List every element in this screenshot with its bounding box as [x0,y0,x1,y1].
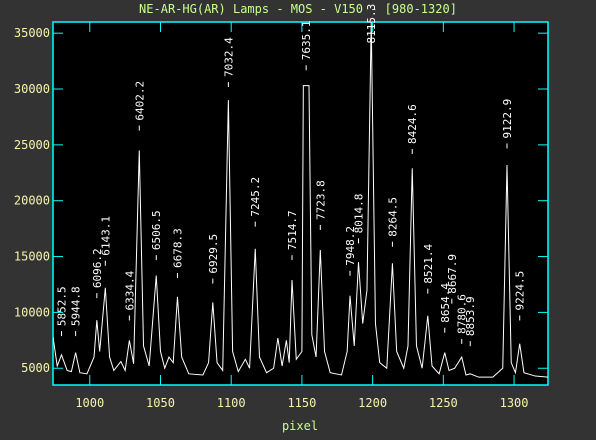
annotation: 8264.5 [386,197,399,237]
annotation: 8115.3 [365,4,378,44]
annotation: 6678.3 [171,228,184,268]
x-tick-label: 1100 [217,396,246,410]
annotation: 7948.2 [344,226,357,266]
annotation: 6402.2 [133,81,146,121]
annotation: 9122.9 [501,99,514,139]
spectrum-line [53,22,548,378]
annotation: 8853.9 [464,296,477,336]
annotation: 8014.8 [352,194,365,234]
annotation: 8521.4 [422,244,435,284]
x-tick-label: 1150 [287,396,316,410]
y-tick-label: 15000 [14,250,50,264]
annotation: 5852.5 [55,286,68,326]
x-tick-label: 1250 [429,396,458,410]
annotation: 7245.2 [249,177,262,217]
x-tick-label: 1300 [500,396,529,410]
y-tick-label: 10000 [14,305,50,319]
y-tick-label: 25000 [14,138,50,152]
y-tick-label: 5000 [21,361,50,375]
annotation: 6334.4 [123,270,136,310]
annotation: 6096.2 [91,248,104,288]
annotation: 7514.7 [286,210,299,250]
annotation: 8424.6 [406,104,419,144]
y-tick-label: 35000 [14,26,50,40]
annotation: 7032.4 [222,37,235,77]
annotation: 7723.8 [314,180,327,220]
chart-title: NE-AR-HG(AR) Lamps - MOS - V150 - [980-1… [139,2,457,16]
x-axis-label: pixel [282,419,318,433]
x-tick-label: 1000 [75,396,104,410]
y-tick-label: 20000 [14,194,50,208]
x-tick-label: 1050 [146,396,175,410]
annotation: 8780.6 [456,294,469,334]
x-tick-label: 1200 [358,396,387,410]
annotation: 8654.4 [439,283,452,323]
annotation: 5944.8 [70,286,83,326]
annotation: 9224.5 [514,271,527,311]
annotation: 7635.1 [300,21,313,61]
annotation: 6143.1 [99,216,112,256]
y-tick-label: 30000 [14,82,50,96]
annotation: 8667.9 [446,254,459,294]
annotation: 6506.5 [150,210,163,250]
annotation: 6929.5 [207,234,220,274]
plot-frame [52,21,549,386]
